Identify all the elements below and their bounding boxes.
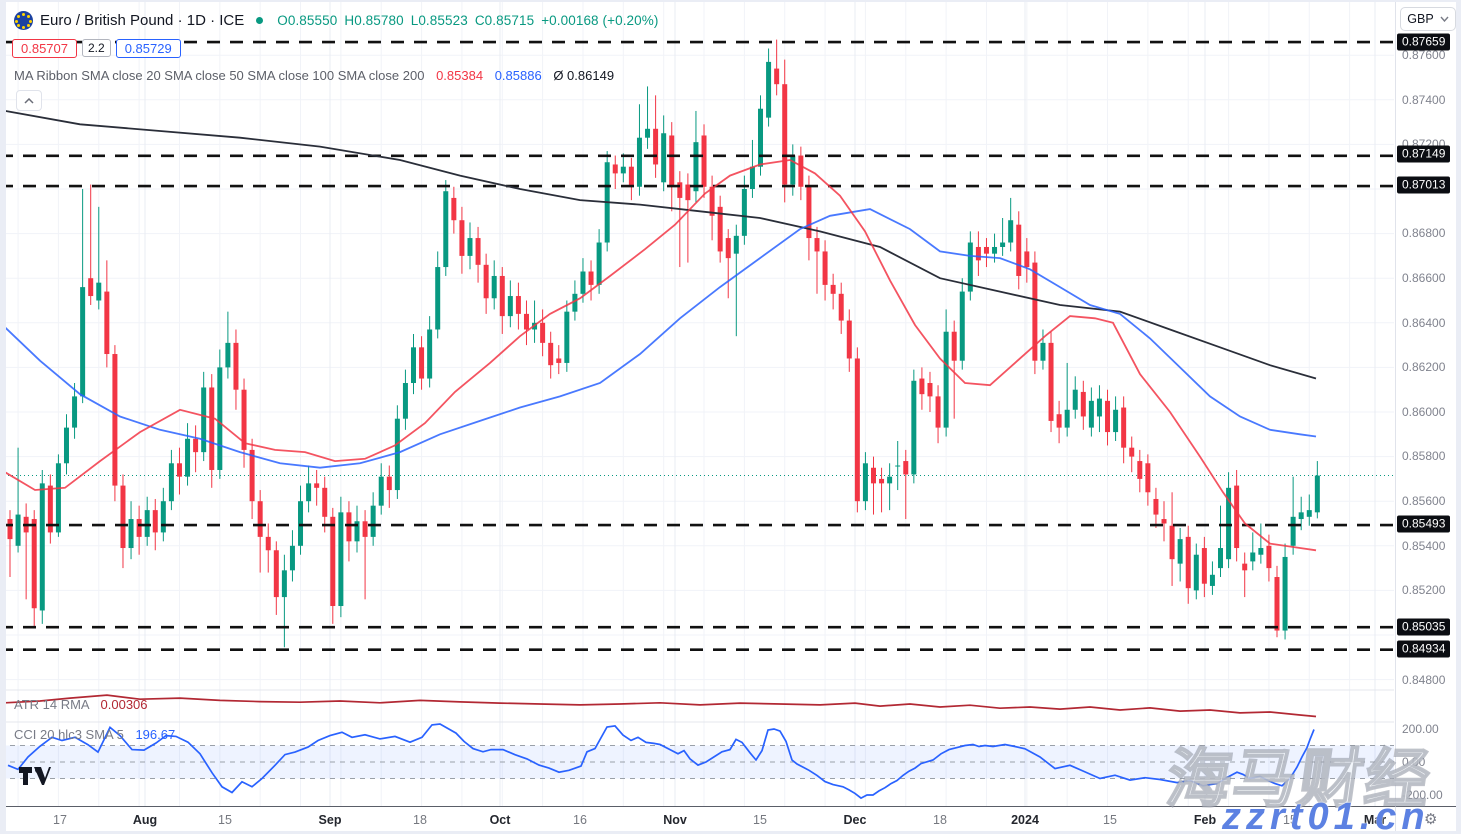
time-axis-label: Oct	[489, 813, 511, 827]
pane-separators	[0, 689, 1394, 723]
sma20-value: 0.85384	[436, 68, 484, 83]
chart-canvas[interactable]	[0, 0, 1395, 834]
eur-flag-icon	[14, 10, 33, 30]
atr-label: ATR 14 RMA	[14, 697, 89, 712]
price-level-tag: 0.87013	[1397, 176, 1451, 194]
price-axis-label: 0.85200	[1402, 583, 1446, 597]
price-level-tag: 0.85035	[1397, 618, 1451, 636]
support-resistance-lines	[0, 40, 1394, 652]
time-axis-label: 15	[753, 813, 767, 827]
price-level-tag: 0.85493	[1397, 515, 1451, 533]
cci-indicator-legend[interactable]: CCI 20 hlc3 SMA 5 196.67	[14, 727, 175, 742]
price-axis-label: -200.00	[1402, 788, 1443, 802]
currency-label: GBP	[1407, 12, 1434, 26]
ma-ribbon-legend[interactable]: MA Ribbon SMA close 20 SMA close 50 SMA …	[14, 68, 614, 83]
sma50-value: 0.85886	[494, 68, 542, 83]
sma-avg-line	[4, 110, 1317, 380]
currency-selector[interactable]: GBP	[1400, 7, 1456, 31]
time-axis-label: 16	[573, 813, 587, 827]
sma20-line	[4, 159, 1317, 552]
price-axis-label: 0.85600	[1402, 494, 1446, 508]
price-axis-label: 0.86800	[1402, 226, 1446, 240]
chevron-down-icon	[1440, 16, 1449, 22]
candlestick-series	[7, 39, 1320, 648]
time-axis-label: Nov	[663, 813, 687, 827]
high-value: H0.85780	[344, 12, 404, 28]
time-axis-label: 18	[413, 813, 427, 827]
sma50-line	[4, 208, 1317, 469]
atr-indicator-legend[interactable]: ATR 14 RMA 0.00306	[14, 697, 148, 712]
ohlc-values: O0.85550 H0.85780 L0.85523 C0.85715 +0.00168…	[277, 13, 665, 28]
price-level-tag: 0.87659	[1397, 33, 1451, 51]
cci-value: 196.67	[135, 727, 176, 742]
grid-lines	[0, 0, 1394, 806]
price-axis-label: 0.84800	[1402, 673, 1446, 687]
page-margin-left	[0, 0, 6, 834]
blue-price-label: 0.85729	[115, 38, 181, 58]
price-axis-label: 0.85800	[1402, 449, 1446, 463]
price-axis-label: 0.86600	[1402, 271, 1446, 285]
chevron-up-icon	[24, 97, 34, 104]
cci-band	[0, 745, 1394, 779]
open-value: O0.85550	[277, 12, 338, 28]
cci-label: CCI 20 hlc3 SMA 5	[14, 727, 124, 742]
time-axis-label: Feb	[1193, 813, 1217, 827]
multiplier-label: 2.2	[82, 39, 111, 57]
chart-legend: Euro / British Pound · 1D · ICE O0.85550…	[12, 8, 665, 111]
price-axis-label: 0.87600	[1402, 48, 1446, 62]
page-margin-top	[0, 0, 1461, 2]
time-axis-label: Dec	[843, 813, 867, 827]
price-level-tag: 0.84934	[1397, 640, 1451, 658]
sma-average-value: Ø 0.86149	[553, 68, 615, 83]
gear-icon[interactable]: ⚙	[1424, 811, 1438, 828]
price-axis-label: 0.86400	[1402, 316, 1446, 330]
page-margin-bottom	[0, 831, 1461, 834]
page-margin-right	[1456, 0, 1461, 834]
symbol-title[interactable]: Euro / British Pound · 1D · ICE	[40, 11, 245, 29]
change-value: +0.00168 (+0.20%)	[541, 12, 659, 28]
price-axis-label: 0.00	[1402, 755, 1426, 769]
price-level-tag: 0.87149	[1397, 145, 1451, 163]
time-axis-label: 15	[1103, 813, 1117, 827]
time-axis-label: 2024	[1011, 813, 1039, 827]
axis-settings-corner: ⚙	[1395, 806, 1461, 834]
time-axis-label: 15	[218, 813, 232, 827]
tradingview-logo[interactable]	[18, 766, 52, 786]
time-axis-label: Aug	[132, 813, 158, 827]
close-value: C0.85715	[474, 12, 535, 28]
time-axis-label: 15	[1283, 813, 1297, 827]
price-axis-label: 200.00	[1402, 722, 1439, 736]
low-value: L0.85523	[410, 12, 468, 28]
time-axis[interactable]: 17 Aug 15 Sep 18 Oct 16 Nov 15 Dec 18 2024 15 Feb 15 Ma…	[0, 806, 1395, 834]
atr-line	[4, 694, 1317, 718]
collapse-legend-button[interactable]	[16, 90, 42, 111]
atr-value: 0.00306	[100, 697, 148, 712]
cci-line	[7, 723, 1315, 800]
price-axis-label: 0.87400	[1402, 93, 1446, 107]
price-axis[interactable]: GBP 0.87600 0.87400 0.87200 0.86800 0.86600 0…	[1395, 0, 1461, 806]
ma-ribbon-label: MA Ribbon SMA close 20 SMA close 50 SMA …	[14, 68, 425, 83]
price-axis-label: 0.86000	[1402, 405, 1446, 419]
price-axis-label: 0.86200	[1402, 360, 1446, 374]
time-axis-label: 17	[53, 813, 67, 827]
price-line-labels: 0.85707 2.2 0.85729	[12, 37, 186, 59]
time-axis-label: Mar	[1363, 813, 1387, 827]
time-axis-label: 18	[933, 813, 947, 827]
market-status-icon	[256, 16, 264, 24]
time-axis-label: Sep	[318, 813, 342, 827]
red-price-label: 0.85707	[12, 38, 77, 58]
price-axis-label: 0.85400	[1402, 539, 1446, 553]
symbol-row[interactable]: Euro / British Pound · 1D · ICE O0.85550…	[14, 8, 665, 32]
